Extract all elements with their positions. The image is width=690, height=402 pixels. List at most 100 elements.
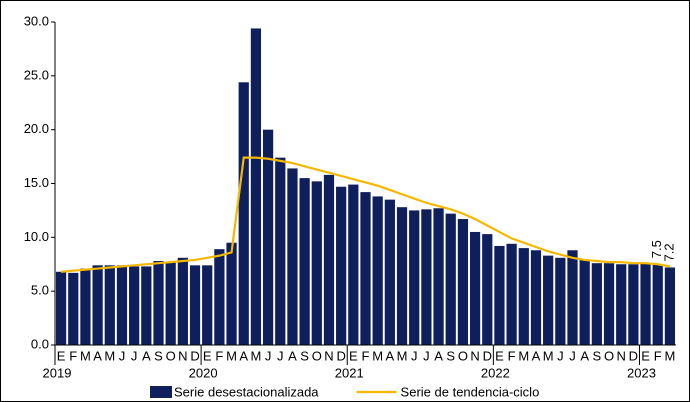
x-tick-label: M bbox=[250, 348, 261, 363]
y-tick-label: 0.0 bbox=[31, 336, 49, 351]
x-tick-label: J bbox=[119, 348, 126, 363]
x-tick-label: A bbox=[93, 348, 102, 363]
trend-line bbox=[60, 156, 671, 273]
bar bbox=[494, 245, 505, 345]
x-tick-label: N bbox=[178, 348, 187, 363]
value-label: 7.5 bbox=[649, 240, 664, 258]
bar bbox=[323, 174, 335, 345]
x-tick-label: O bbox=[166, 348, 176, 363]
bar bbox=[506, 243, 517, 345]
bar bbox=[591, 263, 602, 345]
x-tick-label: O bbox=[458, 348, 468, 363]
bar bbox=[384, 199, 395, 345]
legend-label: Serie de tendencia-ciclo bbox=[401, 384, 540, 399]
x-tick-label: E bbox=[203, 348, 212, 363]
x-tick-label: A bbox=[239, 348, 248, 363]
bar bbox=[55, 271, 67, 345]
x-tick-label: S bbox=[593, 348, 602, 363]
bar bbox=[336, 186, 347, 345]
x-tick-label: M bbox=[664, 348, 675, 363]
bar bbox=[360, 192, 371, 345]
x-tick-label: E bbox=[641, 348, 650, 363]
legend-label: Serie desestacionalizada bbox=[174, 384, 319, 399]
x-tick-label: O bbox=[312, 348, 322, 363]
x-tick-label: J bbox=[131, 348, 138, 363]
x-tick-label: M bbox=[543, 348, 554, 363]
bar bbox=[189, 265, 201, 345]
y-tick-label: 15.0 bbox=[24, 175, 49, 190]
x-tick-label: D bbox=[483, 348, 492, 363]
bar bbox=[238, 82, 249, 345]
x-tick-label: N bbox=[470, 348, 479, 363]
bar bbox=[104, 265, 115, 345]
x-tick-label: A bbox=[434, 348, 443, 363]
x-tick-label: J bbox=[277, 348, 284, 363]
bar bbox=[348, 184, 359, 345]
bar bbox=[262, 129, 274, 345]
year-label: 2021 bbox=[335, 365, 364, 380]
bar bbox=[226, 242, 237, 345]
y-tick-label: 25.0 bbox=[24, 67, 49, 82]
year-label: 2020 bbox=[189, 365, 218, 380]
x-tick-label: J bbox=[423, 348, 430, 363]
x-tick-label: F bbox=[508, 348, 516, 363]
x-tick-label: A bbox=[142, 348, 151, 363]
bar bbox=[287, 168, 298, 345]
bar bbox=[567, 250, 578, 345]
bar bbox=[311, 181, 322, 345]
x-tick-label: E bbox=[495, 348, 504, 363]
x-tick-label: S bbox=[154, 348, 163, 363]
bar bbox=[555, 257, 566, 345]
x-tick-label: D bbox=[629, 348, 638, 363]
bar bbox=[652, 264, 663, 345]
y-tick-label: 5.0 bbox=[31, 283, 49, 298]
value-label: 7.2 bbox=[661, 243, 676, 261]
bar bbox=[640, 263, 651, 345]
x-tick-label: J bbox=[569, 348, 576, 363]
x-tick-label: O bbox=[604, 348, 614, 363]
bar bbox=[457, 219, 469, 345]
x-tick-label: J bbox=[265, 348, 272, 363]
x-tick-label: M bbox=[397, 348, 408, 363]
bar bbox=[433, 208, 444, 345]
bar bbox=[177, 257, 188, 345]
bar bbox=[530, 250, 542, 345]
bar bbox=[129, 266, 140, 345]
x-tick-label: E bbox=[349, 348, 358, 363]
x-tick-label: F bbox=[362, 348, 370, 363]
x-tick-label: A bbox=[386, 348, 395, 363]
bar bbox=[518, 248, 529, 345]
bar bbox=[153, 261, 164, 345]
x-tick-label: A bbox=[580, 348, 589, 363]
bar bbox=[421, 209, 432, 345]
x-tick-label: M bbox=[518, 348, 529, 363]
bar bbox=[165, 262, 176, 345]
bar bbox=[396, 207, 408, 345]
x-tick-label: D bbox=[190, 348, 199, 363]
x-tick-label: J bbox=[411, 348, 418, 363]
bar bbox=[628, 264, 639, 345]
x-tick-label: F bbox=[654, 348, 662, 363]
y-tick-label: 30.0 bbox=[24, 13, 49, 28]
bar bbox=[92, 265, 103, 345]
bar bbox=[116, 265, 128, 345]
year-label: 2023 bbox=[627, 365, 656, 380]
x-tick-label: M bbox=[372, 348, 383, 363]
x-tick-label: S bbox=[446, 348, 455, 363]
x-tick-label: M bbox=[104, 348, 115, 363]
bar bbox=[141, 266, 152, 345]
bar bbox=[214, 249, 225, 345]
bar bbox=[202, 265, 213, 345]
bar bbox=[275, 157, 286, 345]
bar bbox=[664, 267, 676, 345]
x-tick-label: M bbox=[226, 348, 237, 363]
y-tick-label: 10.0 bbox=[24, 229, 49, 244]
year-label: 2019 bbox=[43, 365, 72, 380]
bar bbox=[469, 231, 481, 345]
bar bbox=[409, 210, 420, 345]
x-tick-label: N bbox=[324, 348, 333, 363]
year-label: 2022 bbox=[481, 365, 510, 380]
bar bbox=[603, 263, 615, 345]
bar bbox=[543, 255, 554, 345]
